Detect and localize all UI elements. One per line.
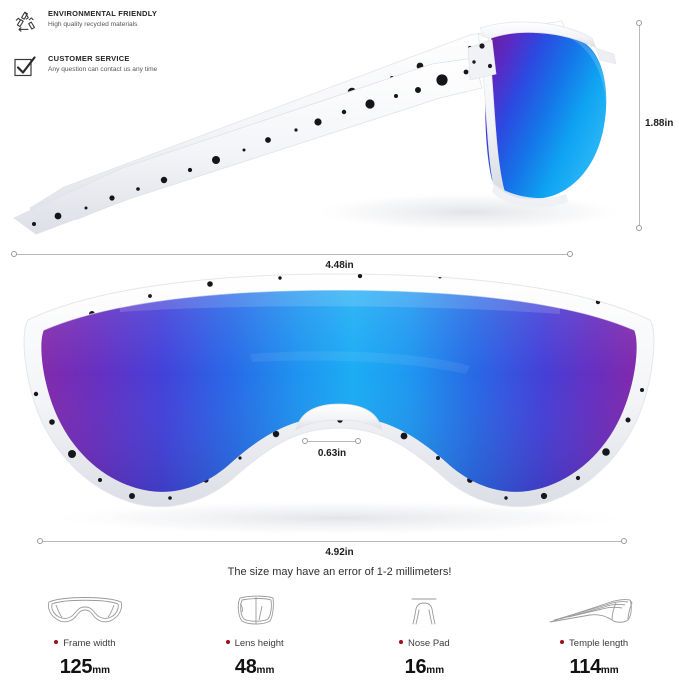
dimension-endpoint	[567, 251, 573, 257]
spec-value-unit: mm	[256, 665, 275, 676]
specification-grid: Frame width 125mm Lens height 48mm	[0, 588, 679, 679]
dimension-endpoint	[302, 438, 308, 444]
dimension-endpoint	[621, 538, 627, 544]
spec-value-unit: mm	[92, 665, 111, 676]
size-error-disclaimer: The size may have an error of 1-2 millim…	[227, 566, 452, 578]
spec-temple-length: Temple length 114mm	[509, 588, 679, 679]
spec-value-unit: mm	[426, 665, 445, 676]
recycle-icon	[12, 9, 38, 35]
dimension-label-side-height: 1.88in	[645, 118, 674, 129]
spec-label: Frame width	[0, 638, 170, 649]
dimension-line-front-width	[40, 541, 624, 542]
dimension-endpoint	[636, 225, 642, 231]
spec-value: 114mm	[509, 656, 679, 679]
sunglasses-front-illustration	[23, 273, 655, 536]
dimension-endpoint	[636, 20, 642, 26]
feature-customer-service: CUSTOMER SERVICE Any question can contac…	[12, 53, 272, 80]
bullet-icon	[399, 640, 403, 645]
dimension-label-side-width: 4.48in	[325, 260, 354, 271]
bullet-icon	[225, 640, 230, 645]
spec-value: 48mm	[170, 656, 340, 679]
dimension-endpoint	[355, 438, 361, 444]
frame-front-icon	[0, 588, 170, 632]
spec-label-text: Lens height	[234, 638, 284, 649]
spec-value-number: 48	[234, 656, 257, 678]
lens-shape-icon	[170, 588, 340, 632]
spec-frame-width: Frame width 125mm	[0, 588, 170, 679]
dimension-line-bridge	[306, 441, 358, 442]
checkbox-check-icon	[12, 54, 38, 80]
spec-value-unit: mm	[600, 665, 619, 676]
dimension-label-bridge: 0.63in	[317, 448, 347, 459]
spec-label-text: Nose Pad	[408, 638, 450, 649]
feature-list: ENVIRONMENTAL FRIENDLY High quality recy…	[12, 8, 272, 98]
spec-label: Temple length	[509, 638, 679, 649]
bullet-icon	[560, 640, 565, 645]
nose-pad-icon	[340, 588, 510, 632]
product-front-view	[0, 262, 679, 542]
feature-title: ENVIRONMENTAL FRIENDLY	[48, 9, 158, 18]
feature-title: CUSTOMER SERVICE	[48, 54, 130, 63]
feature-subtitle: High quality recycled materials	[48, 21, 138, 29]
sunglasses-side-illustration	[13, 20, 630, 235]
spec-value: 16mm	[340, 656, 510, 679]
spec-value-number: 125	[59, 656, 93, 678]
spec-value: 125mm	[0, 656, 170, 679]
spec-lens-height: Lens height 48mm	[170, 588, 340, 679]
dimension-endpoint	[11, 251, 17, 257]
bullet-icon	[54, 640, 59, 645]
temple-arm-icon	[509, 588, 679, 632]
dimension-label-front-width: 4.92in	[325, 547, 354, 558]
feature-environmental-friendly: ENVIRONMENTAL FRIENDLY High quality recy…	[12, 8, 272, 35]
spec-label-text: Temple length	[569, 638, 629, 649]
dimension-line-side-height	[639, 25, 640, 228]
dimension-line-side-width	[14, 254, 570, 255]
spec-value-number: 114	[569, 656, 602, 678]
spec-value-number: 16	[404, 656, 427, 678]
spec-label: Lens height	[170, 638, 340, 649]
spec-label: Nose Pad	[340, 638, 510, 649]
product-side-view	[0, 0, 679, 250]
spec-label-text: Frame width	[63, 638, 116, 649]
feature-subtitle: Any question can contact us any time	[48, 66, 158, 74]
spec-nose-pad: Nose Pad 16mm	[340, 588, 510, 679]
dimension-endpoint	[37, 538, 43, 544]
